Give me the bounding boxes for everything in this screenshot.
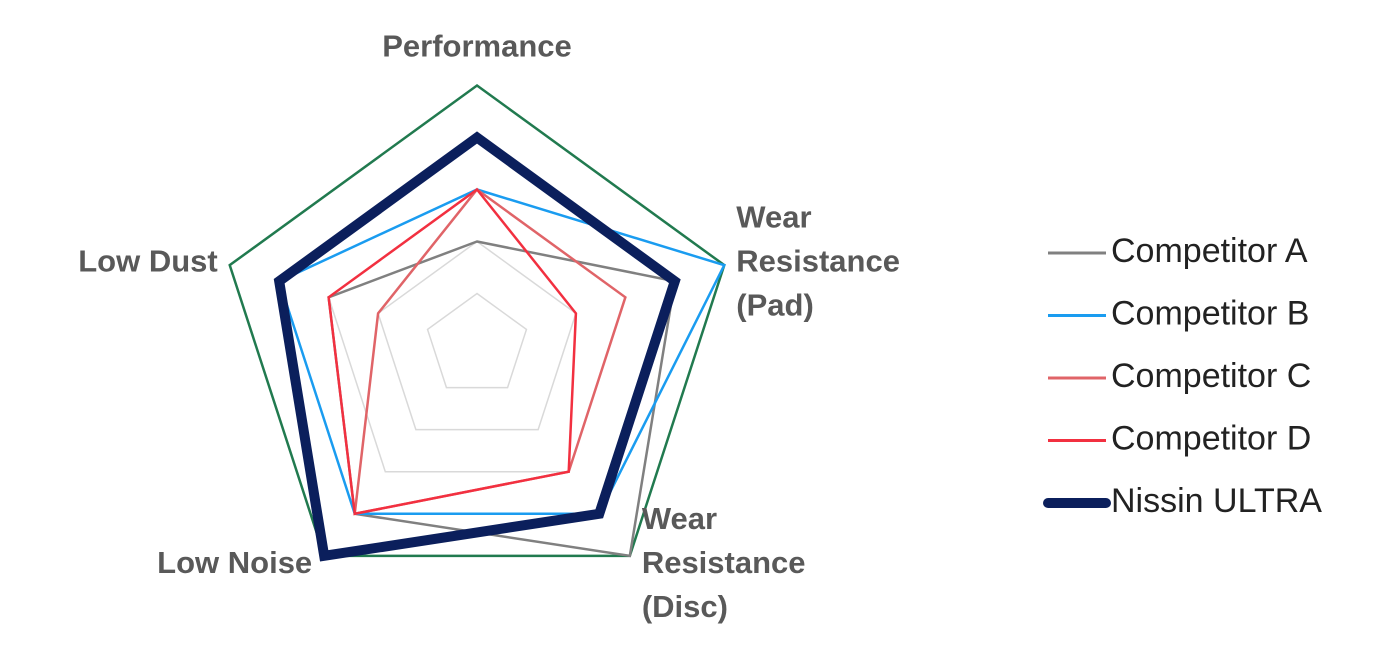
- series-line: [277, 188, 727, 516]
- series-line: [353, 187, 627, 516]
- legend-label: Competitor C: [1111, 357, 1311, 395]
- axis-label: Wear: [642, 501, 717, 536]
- axis-label: (Pad): [736, 287, 814, 322]
- axis-label: Wear: [736, 199, 811, 234]
- legend-label: Competitor D: [1111, 419, 1311, 457]
- axis-label: Low Noise: [157, 545, 312, 580]
- axis-label: Resistance: [642, 545, 806, 580]
- axis-label: Resistance: [736, 243, 900, 278]
- axis-label: Performance: [382, 29, 572, 64]
- series-line: [273, 131, 681, 562]
- legend-label: Competitor A: [1111, 232, 1308, 270]
- axis-label: (Disc): [642, 589, 728, 624]
- legend-label: Nissin ULTRA: [1111, 482, 1322, 520]
- outer-ring: [228, 83, 726, 558]
- series-line: [327, 187, 578, 516]
- axis-label: Low Dust: [78, 243, 218, 278]
- legend-label: Competitor B: [1111, 294, 1309, 332]
- grid-ring: [377, 240, 577, 431]
- grid-ring: [426, 292, 528, 389]
